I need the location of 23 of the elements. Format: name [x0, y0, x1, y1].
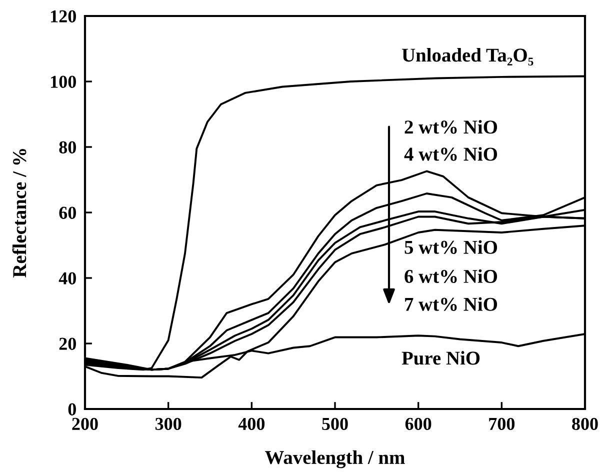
annotation: 7 wt% NiO [405, 297, 498, 311]
x-axis-title: Wavelength / nm [265, 450, 405, 468]
x-tick-label: 500 [322, 418, 348, 430]
x-tick-label: 200 [72, 418, 98, 430]
x-tick-label: 300 [155, 418, 182, 430]
annotation: 5 wt% NiO [404, 240, 498, 254]
x-tick-label: 700 [489, 418, 515, 430]
x-tick-label: 400 [238, 418, 265, 430]
y-tick-label: 20 [59, 338, 76, 350]
annotation: 2 wt% NiO [404, 120, 498, 134]
y-tick-label: 40 [58, 272, 76, 284]
y-tick-label: 120 [51, 10, 76, 22]
y-tick-label: 100 [51, 76, 76, 88]
annotation: 4 wt% NiO [404, 147, 498, 161]
y-tick-label: 0 [68, 403, 76, 416]
y-axis-title: Reflectance / % [12, 149, 26, 278]
x-tick-label: 600 [405, 418, 432, 430]
annotation: Unloaded Ta₂O₅ [402, 48, 534, 66]
annotation: Pure NiO [402, 351, 480, 365]
x-tick-label: 800 [572, 418, 598, 430]
y-tick-label: 80 [59, 141, 76, 154]
annotation: 6 wt% NiO [404, 269, 498, 284]
y-tick-label: 60 [59, 206, 76, 219]
